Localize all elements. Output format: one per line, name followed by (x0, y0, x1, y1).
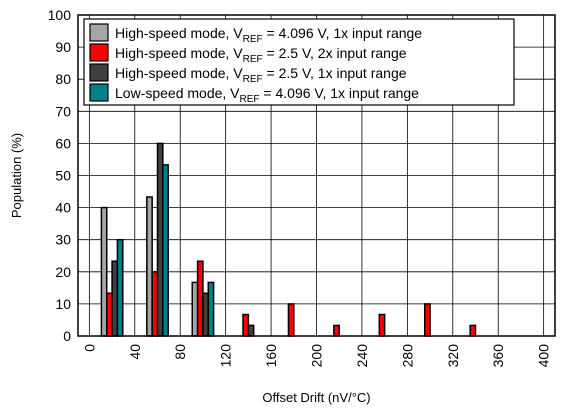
bar (247, 324, 255, 337)
y-tick-label: 40 (55, 200, 71, 216)
bar (116, 238, 124, 337)
bar (146, 196, 153, 337)
y-tick-label: 10 (55, 296, 71, 312)
y-tick-label: 20 (55, 264, 71, 280)
legend-entry-label: High-speed mode, VREF = 2.5 V, 2x input … (115, 45, 407, 65)
bar (469, 324, 477, 337)
x-tick-label: 280 (399, 344, 415, 368)
legend-box (83, 18, 515, 106)
y-tick-label: 100 (48, 7, 72, 23)
x-tick-label: 120 (218, 344, 234, 368)
y-tick-label: 30 (55, 232, 71, 248)
bar (156, 142, 164, 337)
y-axis-label: Population (%) (9, 133, 24, 218)
legend-entry-label: High-speed mode, VREF = 4.096 V, 1x inpu… (115, 25, 422, 45)
x-axis-label: Offset Drift (nV/°C) (262, 390, 370, 405)
y-tick-label: 0 (63, 328, 71, 344)
bar (111, 260, 119, 337)
legend-swatch (89, 63, 109, 82)
bar (151, 271, 159, 337)
x-tick-label: 0 (81, 344, 97, 352)
bar (100, 206, 108, 337)
legend-swatch (89, 43, 109, 62)
bar (202, 292, 210, 337)
legend-swatch (89, 23, 109, 42)
bar (191, 281, 199, 337)
bar (162, 164, 169, 337)
x-tick-label: 320 (445, 344, 461, 368)
bar (196, 260, 204, 337)
bar (242, 313, 250, 337)
y-axis-ticks: 0 10 20 30 40 50 60 70 80 90 100 (48, 7, 72, 344)
legend-swatch (89, 83, 109, 102)
x-tick-label: 40 (127, 344, 143, 360)
plot-frame (77, 14, 556, 337)
bars (100, 142, 477, 337)
legend-entry-label: High-speed mode, VREF = 2.5 V, 1x input … (115, 65, 407, 85)
y-tick-label: 60 (55, 135, 71, 151)
x-tick-label: 400 (536, 344, 552, 368)
x-tick-label: 160 (263, 344, 279, 368)
y-tick-label: 50 (55, 168, 71, 184)
bar (105, 292, 113, 337)
x-axis-ticks: 0 40 80 120 160 200 240 280 320 360 400 (81, 344, 551, 368)
bar (207, 281, 215, 337)
x-tick-label: 200 (309, 344, 325, 368)
bar (423, 303, 431, 337)
legend-entry-label: Low-speed mode, VREF = 4.096 V, 1x input… (115, 85, 419, 105)
bar (287, 303, 295, 337)
x-tick-label: 80 (172, 344, 188, 360)
x-tick-label: 360 (490, 344, 506, 368)
y-tick-label: 90 (55, 39, 71, 55)
y-tick-label: 80 (55, 71, 71, 87)
y-tick-label: 70 (55, 103, 71, 119)
legend: High-speed mode, VREF = 4.096 V, 1x inpu… (83, 18, 515, 106)
bar (333, 324, 340, 337)
bar (378, 313, 386, 337)
x-tick-label: 240 (354, 344, 370, 368)
